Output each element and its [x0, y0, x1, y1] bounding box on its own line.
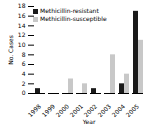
svg-text:2004: 2004	[110, 102, 126, 118]
svg-text:Year: Year	[82, 118, 96, 125]
svg-text:1999: 1999	[40, 102, 56, 118]
svg-text:10: 10	[18, 41, 26, 48]
svg-text:2003: 2003	[96, 102, 112, 118]
svg-text:2001: 2001	[68, 102, 84, 118]
svg-text:18: 18	[18, 2, 26, 9]
html-text:Methicillin-susceptible: Methicillin-susceptible	[40, 15, 107, 22]
svg-text:2000: 2000	[54, 102, 70, 118]
svg-text:14: 14	[18, 22, 26, 29]
svg-text:0: 0	[22, 89, 26, 96]
svg-text:12: 12	[18, 31, 26, 38]
svg-text:No. Cases: No. Cases	[7, 35, 14, 65]
svg-text:8: 8	[22, 51, 26, 58]
svg-text:4: 4	[22, 70, 26, 77]
svg-text:2: 2	[22, 80, 26, 87]
html-text:Methicillin-resistant: Methicillin-resistant	[40, 7, 99, 14]
svg-text:2005: 2005	[124, 102, 140, 118]
svg-text:1998: 1998	[26, 102, 42, 118]
svg-text:2002: 2002	[82, 102, 98, 118]
svg-text:16: 16	[18, 12, 26, 19]
svg-text:6: 6	[22, 60, 26, 67]
